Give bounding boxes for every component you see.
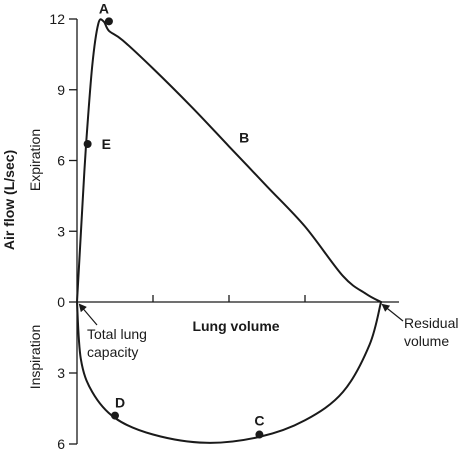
y-tick-label: 3 — [57, 223, 65, 239]
tlc-annotation-line: capacity — [87, 344, 138, 360]
y-tick-label: 0 — [57, 294, 65, 310]
expiration-curve — [76, 18, 382, 303]
y-tick-label: 12 — [49, 11, 65, 27]
point-d-label: D — [115, 395, 125, 411]
tlc-arrow — [78, 303, 98, 326]
inspiration-curve — [76, 301, 382, 444]
inspiration-label: Inspiration — [27, 325, 43, 390]
rv-arrow — [381, 303, 404, 322]
point-c-marker — [255, 430, 264, 439]
point-e-marker — [83, 139, 92, 148]
tlc-annotation-line: Total lung — [87, 326, 147, 342]
point-a-marker — [104, 17, 113, 26]
point-e-label: E — [102, 136, 111, 152]
y-tick-label: 6 — [57, 153, 65, 169]
point-c-label: C — [254, 413, 264, 429]
point-b-label: B — [239, 130, 249, 146]
x-axis-title: Lung volume — [192, 318, 279, 334]
expiration-label: Expiration — [27, 129, 43, 191]
y-tick-label: 3 — [57, 365, 65, 381]
rv-annotation-line: volume — [404, 333, 449, 349]
point-a-label: A — [99, 0, 109, 16]
y-tick-label: 6 — [57, 436, 65, 451]
y-axis-title: Air flow (L/sec) — [1, 150, 17, 250]
rv-annotation-line: Residual — [404, 315, 458, 331]
y-tick-label: 9 — [57, 82, 65, 98]
point-d-marker — [111, 411, 119, 420]
